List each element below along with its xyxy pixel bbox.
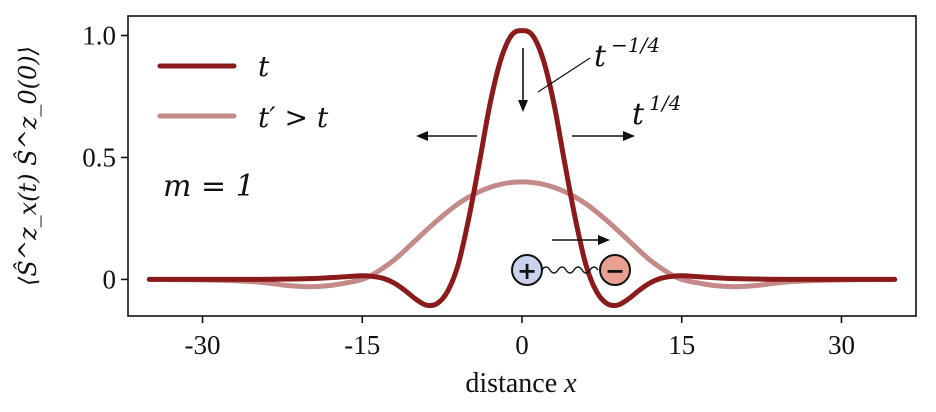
legend-label-tprime: t′ > t <box>258 101 329 134</box>
legend-label-t: t <box>258 50 270 83</box>
annotation-m: m = 1 <box>163 169 255 204</box>
positive-charge-icon <box>511 254 543 286</box>
spread-label: t 1/4 <box>632 91 681 132</box>
x-axis-label-text: distance <box>465 368 557 399</box>
annotation-spread: t 1/4 <box>416 91 681 141</box>
peak-label-exp: −1/4 <box>611 33 660 57</box>
negative-charge-icon <box>599 254 631 286</box>
y-tick-label: 1.0 <box>82 21 116 51</box>
x-axis-label: distance x <box>465 368 577 399</box>
y-tick-label: 0 <box>103 264 117 294</box>
peak-label: t −1/4 <box>594 33 660 74</box>
series-line-t <box>146 28 898 309</box>
series-layer <box>146 28 898 309</box>
legend: t t′ > t <box>157 50 329 134</box>
peak-label-base: t <box>594 39 607 74</box>
negative-charge-label: − <box>605 257 625 285</box>
dipole-inset: + − <box>511 235 631 286</box>
annotation-peak: t −1/4 <box>518 33 660 112</box>
peak-pointer-line <box>537 57 591 93</box>
x-tick-label: 30 <box>828 330 855 360</box>
x-tick-label: -15 <box>344 330 380 360</box>
x-tick-label: 15 <box>668 330 695 360</box>
x-ticks: -30 -15 0 15 30 <box>185 316 855 360</box>
y-axis-label: ⟨Ŝ^z_x(t) Ŝ^z_0(0)⟩ <box>13 46 42 286</box>
y-ticks: 0 0.5 1.0 <box>82 21 128 294</box>
positive-charge-label: + <box>517 257 537 285</box>
spread-label-base: t <box>632 97 645 132</box>
y-tick-label: 0.5 <box>82 142 116 172</box>
dipole-wavy-bond <box>541 266 599 274</box>
series-line-tprime <box>146 179 898 290</box>
spread-label-exp: 1/4 <box>649 91 681 115</box>
x-axis-label-var: x <box>563 368 577 399</box>
x-tick-label: 0 <box>515 330 529 360</box>
x-tick-label: -30 <box>185 330 221 360</box>
